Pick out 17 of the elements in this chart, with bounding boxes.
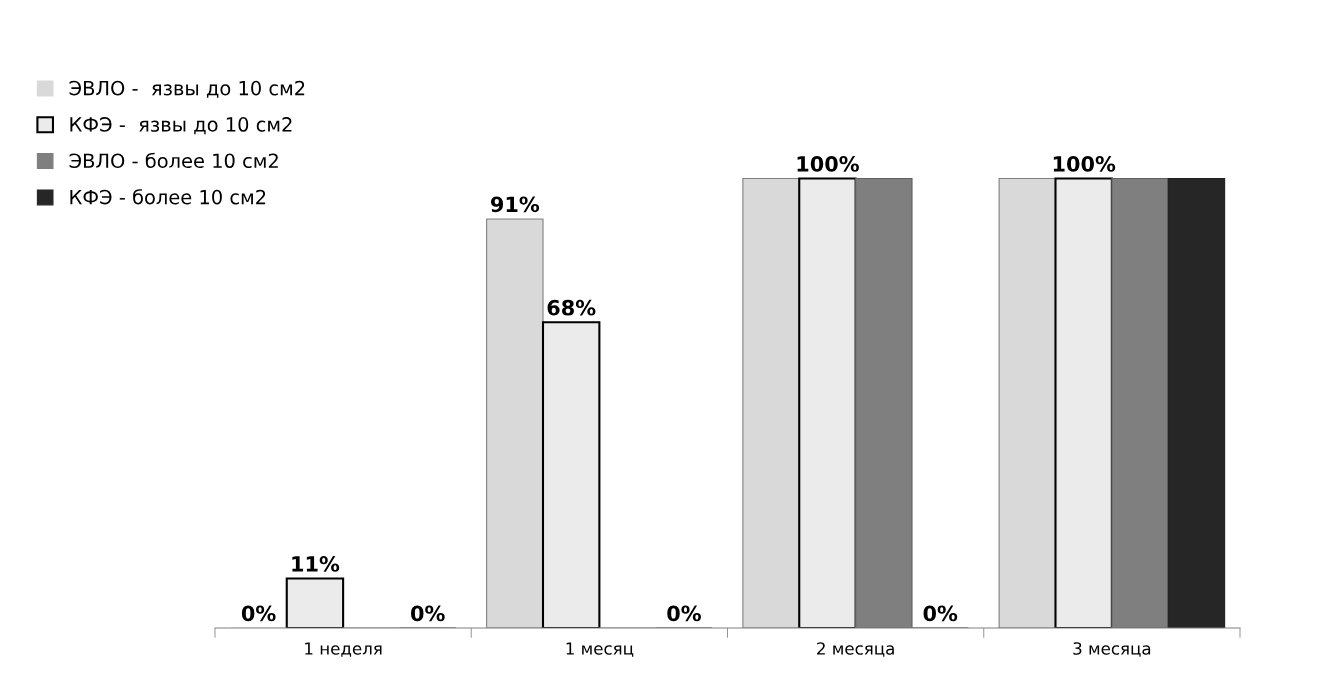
- legend-label: ЭВЛО - более 10 см2: [69, 152, 278, 169]
- x-tick-label: 1 неделя: [305, 642, 382, 657]
- data-label: 91%: [490, 196, 540, 213]
- data-label: 0%: [923, 605, 958, 622]
- data-label: 0%: [667, 605, 701, 622]
- data-label: 11%: [292, 556, 340, 572]
- x-tick-label: 3 месяца: [1073, 642, 1151, 657]
- data-label: 68%: [547, 299, 596, 316]
- legend-label: ЭВЛО - язвы до 10 см2: [69, 80, 305, 98]
- data-label: 0%: [241, 605, 276, 622]
- data-label: 0%: [411, 605, 445, 622]
- legend-label: КФЭ - язвы до 10 см2: [70, 117, 292, 135]
- x-tick-label: 1 месяц: [566, 642, 634, 657]
- legend-label: КФЭ - более 10 см2: [70, 189, 266, 205]
- x-tick-label: 2 месяца: [817, 642, 894, 657]
- data-label: 100%: [1053, 155, 1116, 172]
- data-label: 100%: [797, 155, 859, 172]
